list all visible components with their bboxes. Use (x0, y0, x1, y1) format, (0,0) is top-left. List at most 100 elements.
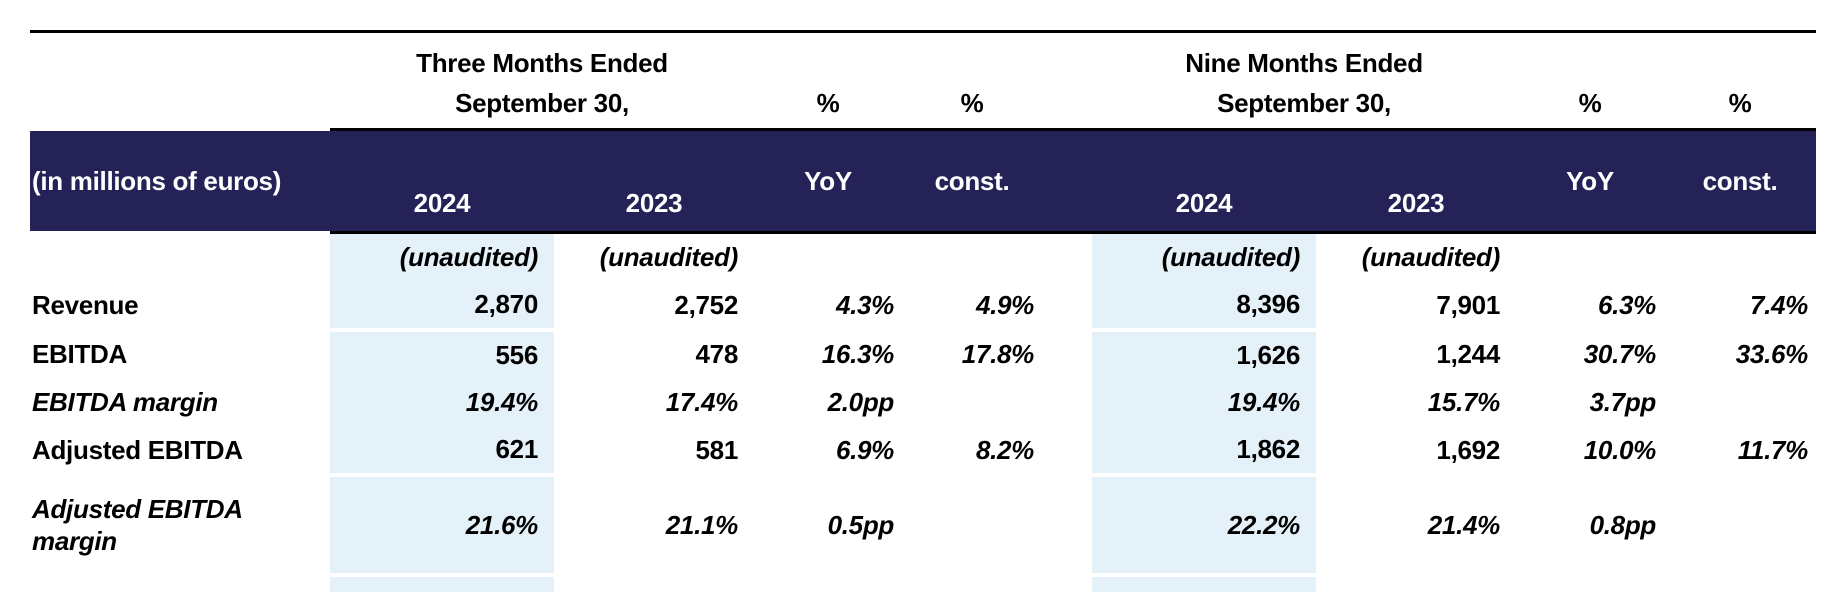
empty-cell (1516, 32, 1664, 80)
group-spacer (1042, 575, 1092, 592)
table-row-ebitda: EBITDA 556 478 16.3% 17.8% 1,626 1,244 3… (30, 330, 1816, 379)
period-header-row-2: September 30, % % September 30, % % (30, 79, 1816, 130)
value-cell: 621 (330, 426, 554, 477)
value-cell: 7,901 (1436, 290, 1500, 320)
three-months-group-title: Three Months Ended (416, 48, 668, 78)
value-cell: 8,396 (1092, 281, 1316, 332)
value-cell: 16.3% (821, 339, 895, 369)
value-cell: 2,870 (330, 281, 554, 332)
three-months-group-subtitle: September 30, (455, 88, 629, 118)
row-label: EBITDA margin (32, 387, 218, 417)
percent-header-3m-yoy: % (816, 88, 840, 118)
unaudited-note-9m-2023: (unaudited) (1361, 242, 1501, 272)
unaudited-note-3m-2024: (unaudited) (330, 232, 554, 281)
group-spacer (1042, 233, 1092, 282)
empty-cell (1516, 233, 1664, 282)
group-spacer (1042, 475, 1092, 575)
value-cell: 0.8pp (1589, 509, 1657, 540)
value-cell: 15.7% (1427, 387, 1501, 417)
row-label: Adjusted EBITDA (32, 435, 243, 465)
value-cell (1664, 379, 1816, 426)
empty-cell (30, 32, 330, 80)
empty-cell (902, 233, 1042, 282)
table-row-ebitda-margin: EBITDA margin 19.4% 17.4% 2.0pp 19.4% 15… (30, 379, 1816, 426)
value-cell: 1,244 (1436, 339, 1500, 369)
value-cell: 6.3% (1597, 290, 1656, 320)
empty-cell (902, 575, 1042, 592)
financial-results-page: Three Months Ended Nine Months Ended Sep… (30, 30, 1816, 592)
value-cell: 19.4% (330, 379, 554, 426)
value-cell: 0.5pp (827, 509, 895, 540)
unaudited-note-9m-2024: (unaudited) (1092, 232, 1316, 281)
col-header-3m-const: const. (902, 128, 1042, 234)
empty-cell (1316, 575, 1516, 592)
value-cell (1664, 475, 1816, 575)
nine-months-group-subtitle: September 30, (1217, 88, 1391, 118)
value-cell: 21.1% (665, 509, 739, 540)
group-spacer (1042, 79, 1092, 130)
col-header-3m-yoy: YoY (754, 128, 902, 234)
value-cell: 4.3% (835, 290, 894, 320)
col-header-9m-2023: 2023 (1316, 128, 1516, 234)
group-spacer (1042, 128, 1092, 234)
empty-cell (1516, 575, 1664, 592)
value-cell: 21.6% (330, 475, 554, 577)
group-spacer (1042, 379, 1092, 426)
col-header-9m-const: const. (1664, 128, 1816, 234)
unit-label: (in millions of euros) (30, 128, 330, 234)
highlight-strip-9m-2024 (1092, 575, 1316, 592)
empty-cell (30, 233, 330, 282)
highlight-strip-row (30, 575, 1816, 592)
empty-cell (902, 32, 1042, 80)
value-cell: 17.4% (665, 387, 739, 417)
financial-summary-table: Three Months Ended Nine Months Ended Sep… (30, 30, 1816, 592)
row-label: Adjusted EBITDA margin (32, 493, 242, 557)
empty-cell (1664, 233, 1816, 282)
col-header-9m-yoy: YoY (1516, 128, 1664, 234)
group-spacer (1042, 32, 1092, 80)
row-label: Revenue (32, 290, 139, 320)
value-cell: 21.4% (1427, 509, 1501, 540)
unaudited-note-row: (unaudited) (unaudited) (unaudited) (una… (30, 232, 1816, 282)
value-cell: 8.2% (975, 435, 1034, 465)
value-cell: 33.6% (1735, 339, 1809, 369)
percent-header-3m-const: % (960, 88, 984, 118)
group-spacer (1042, 426, 1092, 475)
value-cell: 30.7% (1583, 339, 1657, 369)
col-header-3m-2024: 2024 (330, 128, 554, 234)
col-header-9m-2024: 2024 (1092, 128, 1316, 234)
value-cell: 1,626 (1092, 330, 1316, 379)
empty-cell (754, 575, 902, 592)
value-cell: 19.4% (1092, 379, 1316, 426)
value-cell: 7.4% (1749, 290, 1808, 320)
value-cell (902, 379, 1042, 426)
percent-header-9m-const: % (1728, 88, 1752, 118)
empty-cell (1664, 32, 1816, 80)
table-row-revenue: Revenue 2,870 2,752 4.3% 4.9% 8,396 7,90… (30, 281, 1816, 332)
value-cell: 22.2% (1092, 475, 1316, 577)
value-cell: 11.7% (1737, 435, 1809, 465)
value-cell: 1,692 (1436, 435, 1500, 465)
value-cell: 10.0% (1583, 435, 1657, 465)
value-cell: 4.9% (975, 290, 1034, 320)
empty-cell (754, 32, 902, 80)
highlight-strip-3m-2024 (330, 575, 554, 592)
value-cell: 581 (695, 435, 739, 465)
value-cell: 478 (695, 339, 739, 369)
empty-cell (30, 575, 330, 592)
row-label: EBITDA (32, 339, 127, 369)
unaudited-note-3m-2023: (unaudited) (599, 242, 739, 272)
group-spacer (1042, 281, 1092, 330)
table-row-adjusted-ebitda: Adjusted EBITDA 621 581 6.9% 8.2% 1,862 … (30, 426, 1816, 477)
group-spacer (1042, 330, 1092, 379)
value-cell: 3.7pp (1589, 387, 1657, 417)
empty-cell (554, 575, 754, 592)
table-row-adjusted-ebitda-margin: Adjusted EBITDA margin 21.6% 21.1% 0.5pp… (30, 475, 1816, 577)
value-cell (902, 475, 1042, 575)
col-header-3m-2023: 2023 (554, 128, 754, 234)
empty-cell (1664, 575, 1816, 592)
value-cell: 6.9% (835, 435, 894, 465)
percent-header-9m-yoy: % (1578, 88, 1602, 118)
period-header-row-1: Three Months Ended Nine Months Ended (30, 32, 1816, 80)
value-cell: 556 (330, 330, 554, 379)
